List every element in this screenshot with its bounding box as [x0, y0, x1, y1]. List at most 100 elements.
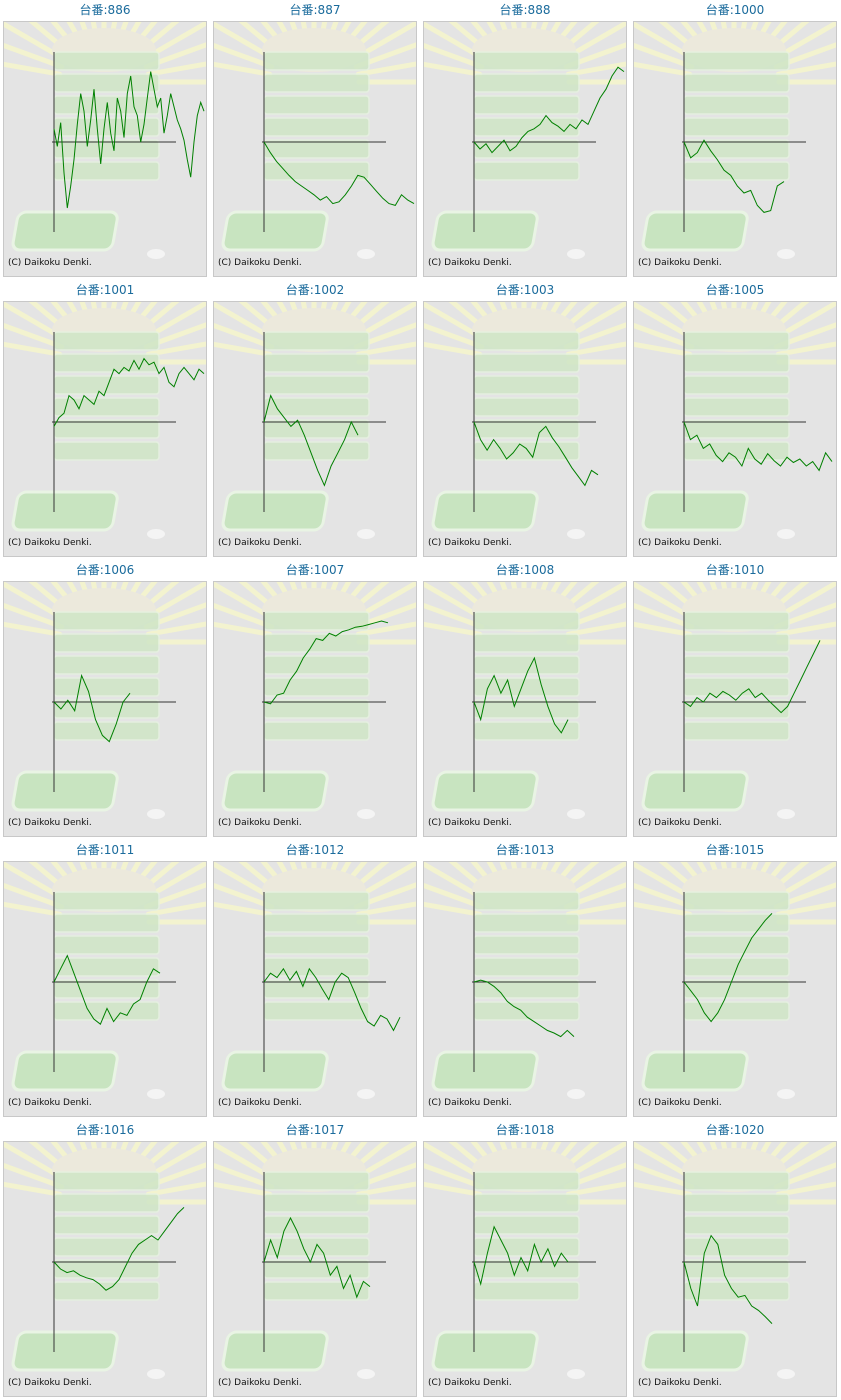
- tray: [11, 1330, 119, 1372]
- chart-svg: [214, 862, 416, 1099]
- chart-title[interactable]: 台番:1013: [495, 843, 555, 857]
- coin: [357, 1089, 375, 1099]
- box-tower: [683, 51, 790, 181]
- copyright-text: (C) Daikoku Denki.: [428, 538, 512, 548]
- chart-panel: (C) Daikoku Denki.: [633, 581, 837, 837]
- chart-panel: (C) Daikoku Denki.: [3, 301, 207, 557]
- chart-title[interactable]: 台番:1003: [495, 283, 555, 297]
- copyright-text: (C) Daikoku Denki.: [638, 1378, 722, 1388]
- copyright-text: (C) Daikoku Denki.: [638, 258, 722, 268]
- coin: [777, 529, 795, 539]
- tray: [221, 1330, 329, 1372]
- chart-svg: [4, 582, 206, 819]
- chart-cell: 台番:1007 (C) Daikoku Denki.: [210, 560, 420, 840]
- box-tower: [53, 611, 160, 741]
- chart-panel: (C) Daikoku Denki.: [213, 861, 417, 1117]
- tray: [431, 1330, 539, 1372]
- chart-cell: 台番:1015 (C) Daikoku Denki.: [630, 840, 840, 1120]
- series-line: [473, 1225, 569, 1286]
- coin: [357, 249, 375, 259]
- chart-title[interactable]: 台番:887: [289, 3, 341, 17]
- tray: [221, 210, 329, 252]
- tray: [11, 770, 119, 812]
- chart-title[interactable]: 台番:1020: [705, 1123, 765, 1137]
- chart-svg: [4, 302, 206, 539]
- coin: [357, 529, 375, 539]
- background-rays: [424, 862, 626, 925]
- box-tower: [473, 891, 580, 1021]
- chart-title[interactable]: 台番:1015: [705, 843, 765, 857]
- chart-svg: [634, 1142, 836, 1379]
- tray: [431, 1050, 539, 1092]
- coin: [567, 249, 585, 259]
- copyright-text: (C) Daikoku Denki.: [428, 818, 512, 828]
- series-line: [263, 620, 389, 705]
- series-line: [53, 954, 161, 1026]
- chart-title[interactable]: 台番:1010: [705, 563, 765, 577]
- chart-panel: (C) Daikoku Denki.: [633, 1141, 837, 1397]
- series-line: [473, 656, 569, 734]
- chart-title[interactable]: 台番:1018: [495, 1123, 555, 1137]
- chart-title[interactable]: 台番:1017: [285, 1123, 345, 1137]
- copyright-text: (C) Daikoku Denki.: [428, 258, 512, 268]
- chart-svg: [424, 862, 626, 1099]
- box-tower: [683, 331, 790, 461]
- box-tower: [53, 1171, 160, 1301]
- tray: [221, 1050, 329, 1092]
- chart-panel: (C) Daikoku Denki.: [423, 1141, 627, 1397]
- chart-cell: 台番:1008 (C) Daikoku Denki.: [420, 560, 630, 840]
- chart-title[interactable]: 台番:1005: [705, 283, 765, 297]
- chart-title[interactable]: 台番:1000: [705, 3, 765, 17]
- chart-cell: 台番:1018 (C) Daikoku Denki.: [420, 1120, 630, 1400]
- series-line: [683, 1234, 773, 1324]
- chart-svg: [214, 302, 416, 539]
- chart-panel: (C) Daikoku Denki.: [633, 301, 837, 557]
- chart-panel: (C) Daikoku Denki.: [423, 581, 627, 837]
- chart-panel: (C) Daikoku Denki.: [3, 861, 207, 1117]
- chart-svg: [634, 862, 836, 1099]
- chart-title[interactable]: 台番:1001: [75, 283, 135, 297]
- series-line: [53, 357, 205, 427]
- series-line: [683, 640, 821, 714]
- tray: [11, 490, 119, 532]
- chart-panel: (C) Daikoku Denki.: [633, 861, 837, 1117]
- chart-title[interactable]: 台番:1012: [285, 843, 345, 857]
- chart-svg: [424, 582, 626, 819]
- chart-svg: [634, 302, 836, 539]
- series-line: [53, 673, 131, 743]
- chart-cell: 台番:886 (C) Daikoku Denki.: [0, 0, 210, 280]
- chart-title[interactable]: 台番:1016: [75, 1123, 135, 1137]
- chart-panel: (C) Daikoku Denki.: [3, 1141, 207, 1397]
- coin: [777, 809, 795, 819]
- tray: [641, 1330, 749, 1372]
- chart-title[interactable]: 台番:886: [79, 3, 131, 17]
- chart-cell: 台番:1010 (C) Daikoku Denki.: [630, 560, 840, 840]
- chart-panel: (C) Daikoku Denki.: [213, 581, 417, 837]
- chart-title[interactable]: 台番:888: [499, 3, 551, 17]
- coin: [567, 529, 585, 539]
- chart-title[interactable]: 台番:1006: [75, 563, 135, 577]
- coin: [147, 809, 165, 819]
- chart-panel: (C) Daikoku Denki.: [213, 1141, 417, 1397]
- series-line: [263, 967, 401, 1032]
- chart-panel: (C) Daikoku Denki.: [633, 21, 837, 277]
- coin: [777, 1089, 795, 1099]
- chart-title[interactable]: 台番:1007: [285, 563, 345, 577]
- chart-svg: [424, 22, 626, 259]
- chart-title[interactable]: 台番:1002: [285, 283, 345, 297]
- chart-panel: (C) Daikoku Denki.: [213, 21, 417, 277]
- chart-cell: 台番:1016 (C) Daikoku Denki.: [0, 1120, 210, 1400]
- chart-title[interactable]: 台番:1011: [75, 843, 135, 857]
- series-line: [263, 141, 415, 206]
- coin: [777, 1369, 795, 1379]
- box-tower: [263, 611, 370, 741]
- chart-title[interactable]: 台番:1008: [495, 563, 555, 577]
- series-line: [263, 394, 359, 487]
- box-tower: [263, 1171, 370, 1301]
- chart-svg: [634, 22, 836, 259]
- chart-svg: [214, 582, 416, 819]
- chart-panel: (C) Daikoku Denki.: [213, 301, 417, 557]
- chart-svg: [424, 302, 626, 539]
- chart-panel: (C) Daikoku Denki.: [3, 581, 207, 837]
